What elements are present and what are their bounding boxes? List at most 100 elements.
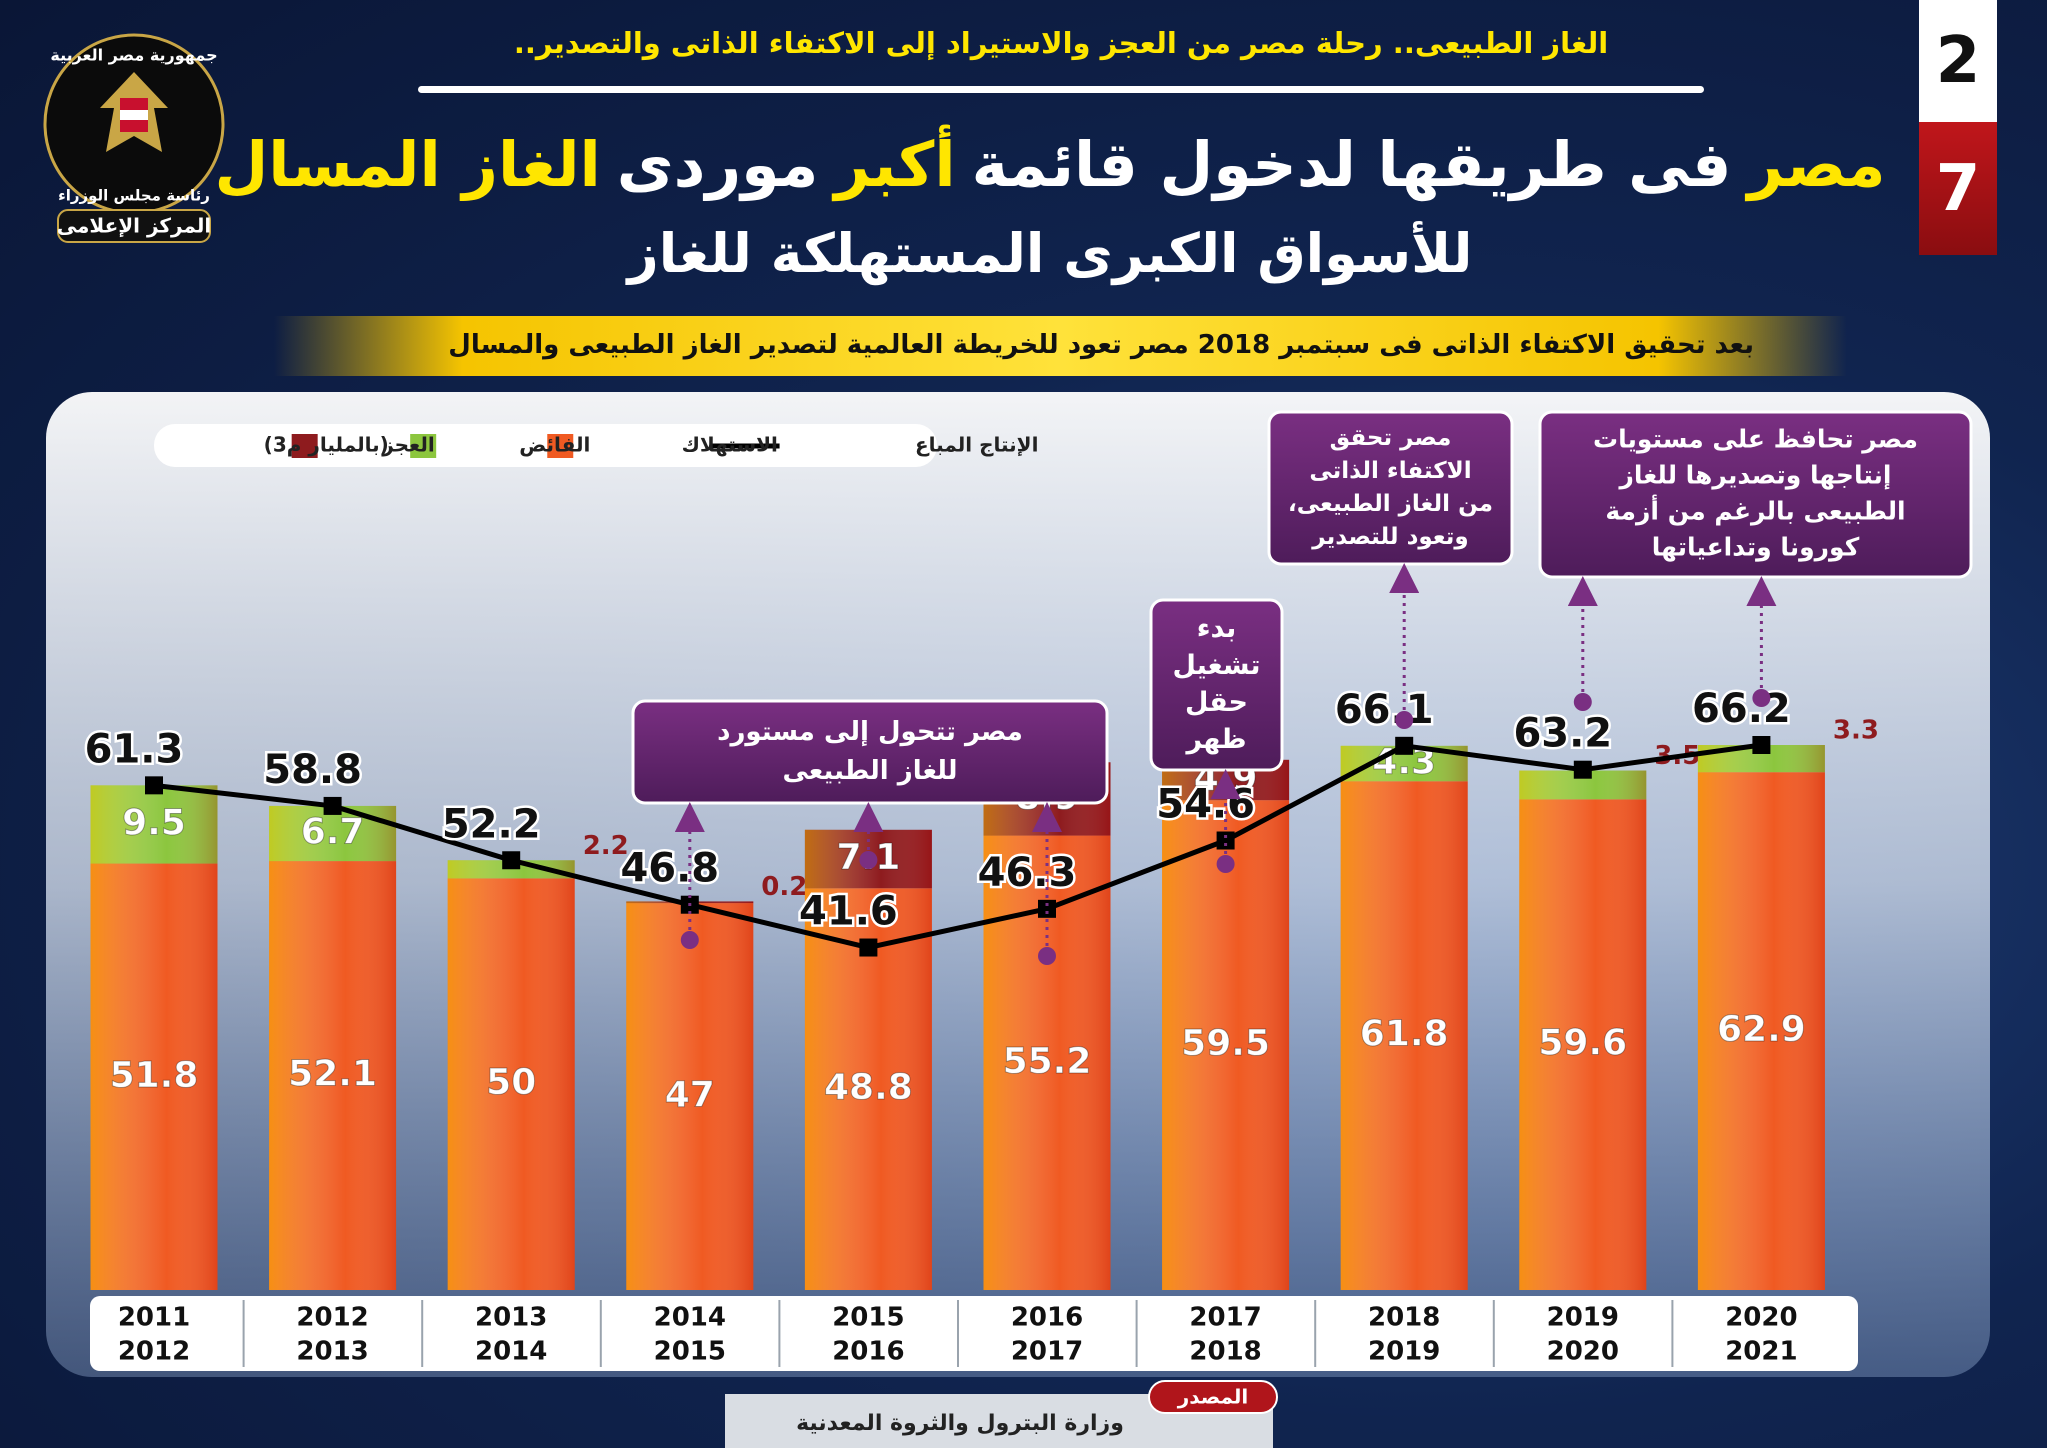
annotation-text: مصر تتحول إلى مستورد — [717, 717, 1023, 747]
line-marker — [502, 851, 521, 870]
x-tick-label: 2013 — [296, 1337, 368, 1367]
logo: جمهورية مصر العربية رئاسة مجلس الوزراء ا… — [43, 33, 225, 243]
legend-swatch — [410, 434, 437, 458]
line-value-label: 46.3 — [978, 850, 1077, 896]
annotation-text: بدء — [1197, 613, 1237, 644]
annotation-dot — [1752, 689, 1771, 707]
x-tick-label: 2011 — [118, 1303, 190, 1333]
x-tick-label: 2018 — [1368, 1303, 1440, 1333]
value-label: 2.2 — [583, 831, 629, 861]
line-value-label: 66.1 — [1335, 687, 1434, 733]
x-tick-label: 2017 — [1189, 1303, 1261, 1333]
value-label: 3.3 — [1833, 716, 1879, 746]
value-label: 59.6 — [1538, 1023, 1627, 1064]
x-tick-label: 2015 — [654, 1337, 726, 1367]
bar-shine — [447, 878, 575, 1290]
annotation-dot — [1216, 855, 1235, 873]
title-part: مصر — [1747, 128, 1886, 201]
legend-label: العجز — [381, 433, 435, 457]
line-marker — [1573, 760, 1592, 779]
source-label-box — [1148, 1380, 1278, 1414]
x-tick-label: 2016 — [832, 1337, 904, 1367]
bar-shine — [1697, 772, 1825, 1290]
rule — [418, 86, 1704, 93]
bar-shine — [626, 903, 754, 1290]
value-label: 62.9 — [1717, 1009, 1806, 1050]
legend-box — [154, 424, 937, 467]
annotation-text: إنتاجها وتصديرها للغاز — [1617, 461, 1891, 491]
value-label: 51.8 — [110, 1055, 199, 1096]
page-number-bottom: 7 — [1919, 122, 1997, 255]
bar-shine — [269, 861, 397, 1290]
x-tick-label: 2015 — [832, 1303, 904, 1333]
value-label: 9.5 — [122, 802, 186, 843]
value-label: 59.5 — [1181, 1023, 1270, 1064]
bar-shine — [269, 805, 397, 862]
x-tick-label: 2019 — [1368, 1337, 1440, 1367]
line-marker — [1395, 736, 1414, 755]
title-part: موردى — [616, 128, 819, 201]
bar-shine — [90, 863, 218, 1290]
bar-shine — [1340, 781, 1468, 1290]
legend-label: الإنتاج المباع — [915, 433, 1038, 457]
x-tick-label: 2018 — [1189, 1337, 1261, 1367]
value-label: 48.8 — [824, 1067, 913, 1108]
x-tick-label: 2014 — [654, 1303, 726, 1333]
page-number: 2 7 — [1919, 0, 1997, 255]
annotation-dot — [859, 851, 878, 869]
banner — [274, 316, 1847, 376]
value-label: 0.2 — [761, 872, 807, 902]
x-tick-label: 2014 — [475, 1337, 547, 1367]
value-label: 61.8 — [1360, 1014, 1449, 1055]
kicker: الغاز الطبيعى.. رحلة مصر من العجز والاست… — [513, 26, 1609, 60]
title-part: فى طريقها لدخول قائمة — [971, 128, 1732, 201]
legend-swatch — [291, 434, 318, 458]
line-marker — [1038, 899, 1056, 918]
logo-text: المركز الإعلامى — [57, 214, 211, 238]
annotation-text: مصر تحافظ على مستويات — [1593, 425, 1918, 455]
x-tick-label: 2013 — [475, 1303, 547, 1333]
x-tick-label: 2017 — [1011, 1337, 1083, 1367]
annotation-text: تشغيل — [1173, 650, 1261, 681]
value-label: 52.1 — [288, 1054, 377, 1095]
value-label: 7.1 — [837, 837, 901, 878]
annotation-text: حقل — [1185, 687, 1248, 718]
line-value-label: 66.2 — [1692, 686, 1791, 732]
title-part: الغاز المسال — [214, 128, 601, 201]
title-part: أكبر — [834, 128, 956, 201]
line-value-label: 46.8 — [620, 846, 719, 892]
annotation-text: مصر تحقق — [1330, 425, 1452, 451]
line-value-label: 54.6 — [1156, 781, 1255, 827]
annotation-text: ظهر — [1184, 724, 1246, 755]
bar-shine — [447, 860, 575, 879]
value-label: 55.2 — [1003, 1041, 1092, 1082]
banner-text: بعد تحقيق الاكتفاء الذاتى فى سبتمبر 2018… — [448, 330, 1754, 360]
line-marker — [323, 796, 342, 815]
line-value-label: 63.2 — [1513, 711, 1612, 757]
annotation-text: للغاز الطبيعى — [782, 756, 957, 786]
annotation-text: وتعود للتصدير — [1311, 524, 1468, 550]
x-tick-label: 2021 — [1725, 1337, 1797, 1367]
line-marker — [145, 776, 163, 795]
annotation-dot — [1395, 711, 1414, 729]
x-tick-label: 2020 — [1725, 1303, 1797, 1333]
x-tick-label: 2012 — [118, 1337, 190, 1367]
annotation-dot — [680, 931, 699, 949]
line-marker — [1752, 736, 1771, 754]
bar-shine — [90, 785, 218, 864]
value-label: 47 — [665, 1075, 715, 1116]
annotation-text: من الغاز الطبيعى، — [1288, 491, 1493, 517]
annotation-text: الطبيعى بالرغم من أزمة — [1605, 494, 1905, 526]
legend-unit: (بالمليار م3) — [264, 433, 389, 457]
category-strip — [90, 1296, 1858, 1371]
title-line2: للأسواق الكبرى المستهلكة للغاز — [627, 222, 1473, 285]
x-tick-label: 2019 — [1547, 1303, 1619, 1333]
line — [153, 742, 1762, 951]
bar-shine — [1162, 800, 1290, 1290]
x-tick-label: 2020 — [1547, 1337, 1619, 1367]
value-label: 6.7 — [301, 812, 365, 853]
logo-text: رئاسة مجلس الوزراء — [58, 187, 210, 205]
legend-swatch — [547, 434, 574, 458]
